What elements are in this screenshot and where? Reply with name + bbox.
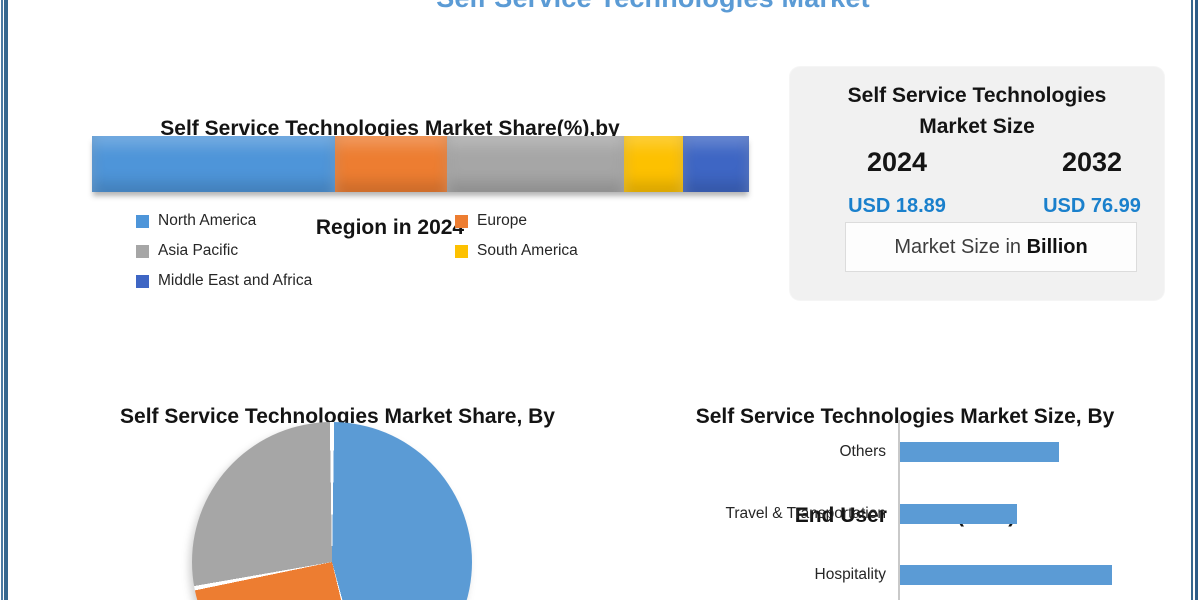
legend-swatch-icon	[455, 214, 468, 228]
legend-item-middle-east-and-africa: Middle East and Africa	[136, 272, 455, 290]
region-bar-segment-north-america	[92, 136, 336, 192]
legend-label: South America	[477, 242, 578, 259]
market-size-value-2032: USD 76.99	[1043, 195, 1141, 217]
legend-item-europe: Europe	[455, 212, 676, 230]
legend-swatch-icon	[455, 244, 468, 258]
legend-label: Europe	[477, 212, 527, 229]
market-size-unit-note-text: Market Size in	[894, 236, 1027, 258]
end-user-chart-title-line1: Self Service Technologies Market Size, B…	[695, 405, 1115, 428]
region-chart-title: Self Service Technologies Market Share(%…	[95, 46, 685, 310]
market-size-box-title-line2: Market Size	[919, 115, 1035, 138]
market-size-box-title: Self Service Technologies Market Size	[790, 80, 1164, 142]
region-bar-segment-asia-pacific	[446, 136, 625, 192]
market-size-year-2024: 2024	[866, 147, 928, 177]
page-border-left-outer	[1, 0, 3, 600]
legend-swatch-icon	[136, 214, 149, 228]
market-size-year-2032: 2032	[1061, 147, 1123, 177]
legend-swatch-icon	[136, 274, 149, 288]
legend-label: Middle East and Africa	[158, 272, 313, 289]
end-user-category-label-travel-transportation: Travel & Transportation	[725, 505, 886, 522]
legend-item-asia-pacific: Asia Pacific	[136, 242, 455, 260]
region-bar-segment-middle-east-and-africa	[683, 136, 749, 192]
legend-item-south-america: South America	[455, 242, 676, 260]
end-user-chart-axis	[898, 420, 900, 600]
region-chart-title-line1: Self Service Technologies Market Share(%…	[160, 117, 620, 140]
legend-label: North America	[158, 212, 257, 229]
legend-swatch-icon	[136, 244, 149, 258]
region-stacked-bar	[92, 136, 749, 192]
end-user-bar-others	[900, 442, 1059, 462]
end-user-bar-travel-transportation	[900, 504, 1017, 524]
legend-item-north-america: North America	[136, 212, 455, 230]
end-user-category-label-others: Others	[839, 443, 886, 460]
page-title: Self Service Technologies Market	[103, 0, 1200, 14]
market-size-unit-note-bold: Billion	[1026, 236, 1088, 258]
region-legend: North America Europe Asia Pacific South Ame…	[136, 206, 676, 296]
market-size-box: Self Service Technologies Market Size 20…	[790, 67, 1164, 300]
market-size-value-2024: USD 18.89	[848, 195, 946, 217]
legend-label: Asia Pacific	[158, 242, 239, 259]
end-user-chart: Others Travel & Transportation Hospitality	[640, 420, 1185, 600]
end-user-bar-hospitality	[900, 565, 1112, 585]
region-bar-segment-europe	[335, 136, 447, 192]
page-border-left-inner	[4, 0, 8, 600]
end-user-category-label-hospitality: Hospitality	[814, 566, 887, 583]
market-size-box-title-line1: Self Service Technologies	[847, 84, 1107, 107]
page-border-right-outer	[1191, 0, 1193, 600]
region-chart-title-line2: Region in 2024	[315, 216, 465, 239]
market-size-unit-note: Market Size in Billion	[845, 222, 1137, 272]
page-border-right-inner	[1195, 0, 1198, 600]
region-bar-segment-south-america	[624, 136, 684, 192]
